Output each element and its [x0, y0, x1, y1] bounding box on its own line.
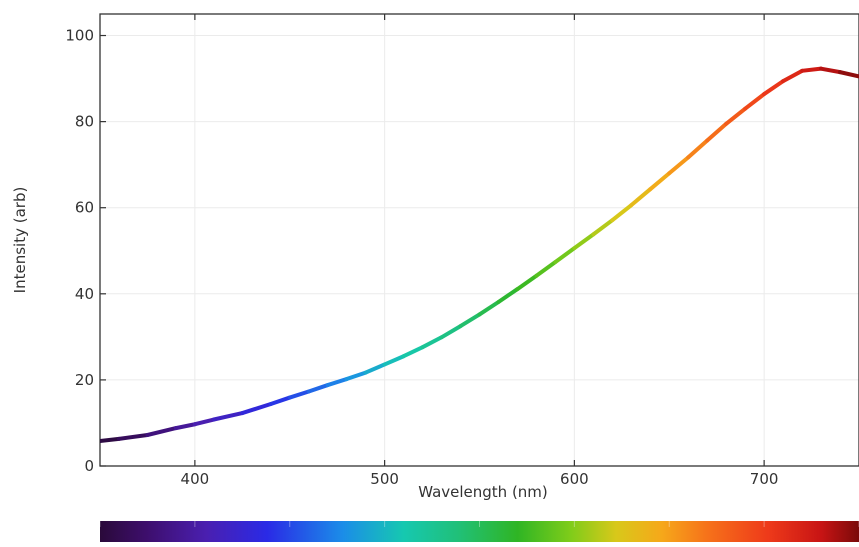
- series-segment: [762, 79, 786, 97]
- x-tick-label: 700: [750, 470, 779, 488]
- y-tick-label: 20: [75, 371, 94, 389]
- series-segment: [458, 312, 482, 329]
- series-segment: [439, 324, 463, 340]
- y-tick-labels: 0 20 40 60 80 100: [65, 27, 94, 475]
- y-tick-label: 80: [75, 113, 94, 131]
- series-segment: [420, 335, 444, 350]
- series-layer: [100, 66, 859, 444]
- series-segment: [572, 232, 596, 251]
- series-segment: [705, 121, 729, 143]
- series-segment: [306, 383, 330, 394]
- y-tick-label: 40: [75, 285, 94, 303]
- series-segment: [211, 411, 245, 422]
- series-segment: [344, 370, 368, 382]
- series-segment: [648, 171, 672, 192]
- series-segment: [591, 218, 615, 237]
- spectrum-colorbar: [100, 521, 859, 545]
- series-segment: [819, 66, 843, 75]
- x-tick-label: 600: [560, 470, 589, 488]
- x-tick-label: 500: [370, 470, 399, 488]
- x-tick-label: 400: [181, 470, 210, 488]
- y-tick-label: 0: [84, 457, 94, 475]
- series-segment: [610, 203, 634, 223]
- series-segment: [724, 106, 748, 126]
- series-segment: [100, 436, 121, 444]
- series-segment: [781, 68, 805, 84]
- colorbar-ticks: [99, 521, 859, 527]
- series-segment: [743, 92, 767, 111]
- grid: [100, 14, 859, 467]
- y-axis-title: Intensity (arb): [11, 187, 29, 294]
- series-segment: [496, 287, 520, 304]
- axis-ticks: [100, 14, 765, 467]
- series-segment: [145, 426, 178, 438]
- series-segment: [116, 433, 150, 441]
- series-segment: [629, 187, 653, 208]
- series-segment: [800, 66, 824, 73]
- series-segment: [240, 402, 273, 416]
- series-segment: [838, 70, 859, 79]
- plot-frame: [99, 13, 859, 467]
- series-segment: [325, 377, 349, 388]
- series-segment: [686, 138, 710, 160]
- x-axis-title: Wavelength (nm): [418, 483, 548, 501]
- series-segment: [667, 155, 691, 176]
- series-segment: [477, 299, 501, 317]
- series-segment: [515, 273, 539, 292]
- series-segment: [534, 259, 558, 278]
- series-segment: [382, 354, 406, 367]
- series-segment: [173, 422, 197, 431]
- series-segment: [401, 345, 425, 359]
- x-tick-labels: 400 500 600 700: [181, 470, 779, 488]
- series-segment: [268, 395, 292, 407]
- y-tick-label: 100: [65, 27, 94, 45]
- y-tick-label: 60: [75, 199, 94, 217]
- series-segment: [287, 389, 311, 400]
- series-segment: [192, 417, 216, 427]
- series-segment: [553, 246, 577, 264]
- series-segment: [363, 362, 387, 375]
